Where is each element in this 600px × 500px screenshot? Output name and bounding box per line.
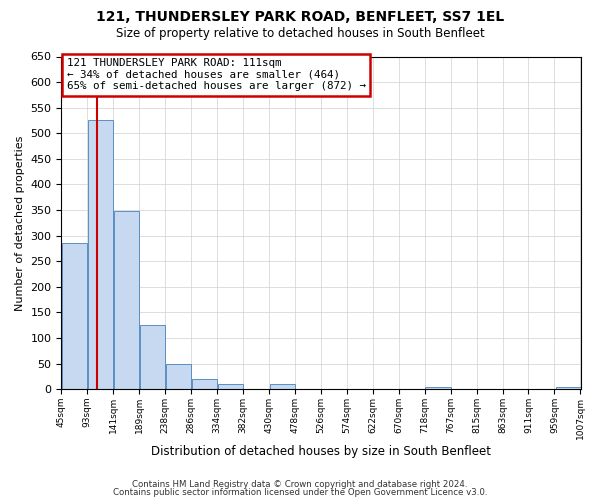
Text: Contains HM Land Registry data © Crown copyright and database right 2024.: Contains HM Land Registry data © Crown c…: [132, 480, 468, 489]
Text: Contains public sector information licensed under the Open Government Licence v3: Contains public sector information licen…: [113, 488, 487, 497]
Bar: [113, 211, 139, 389]
Text: 121, THUNDERSLEY PARK ROAD, BENFLEET, SS7 1EL: 121, THUNDERSLEY PARK ROAD, BENFLEET, SS…: [96, 10, 504, 24]
Bar: [88, 120, 113, 389]
Bar: [192, 379, 217, 389]
Text: Size of property relative to detached houses in South Benfleet: Size of property relative to detached ho…: [116, 28, 484, 40]
X-axis label: Distribution of detached houses by size in South Benfleet: Distribution of detached houses by size …: [151, 444, 491, 458]
Bar: [270, 384, 295, 389]
Bar: [140, 325, 165, 389]
Bar: [218, 384, 244, 389]
Bar: [166, 364, 191, 389]
Y-axis label: Number of detached properties: Number of detached properties: [15, 135, 25, 310]
Text: 121 THUNDERSLEY PARK ROAD: 111sqm
← 34% of detached houses are smaller (464)
65%: 121 THUNDERSLEY PARK ROAD: 111sqm ← 34% …: [67, 58, 365, 92]
Bar: [62, 244, 87, 389]
Bar: [556, 386, 581, 389]
Bar: [425, 386, 451, 389]
